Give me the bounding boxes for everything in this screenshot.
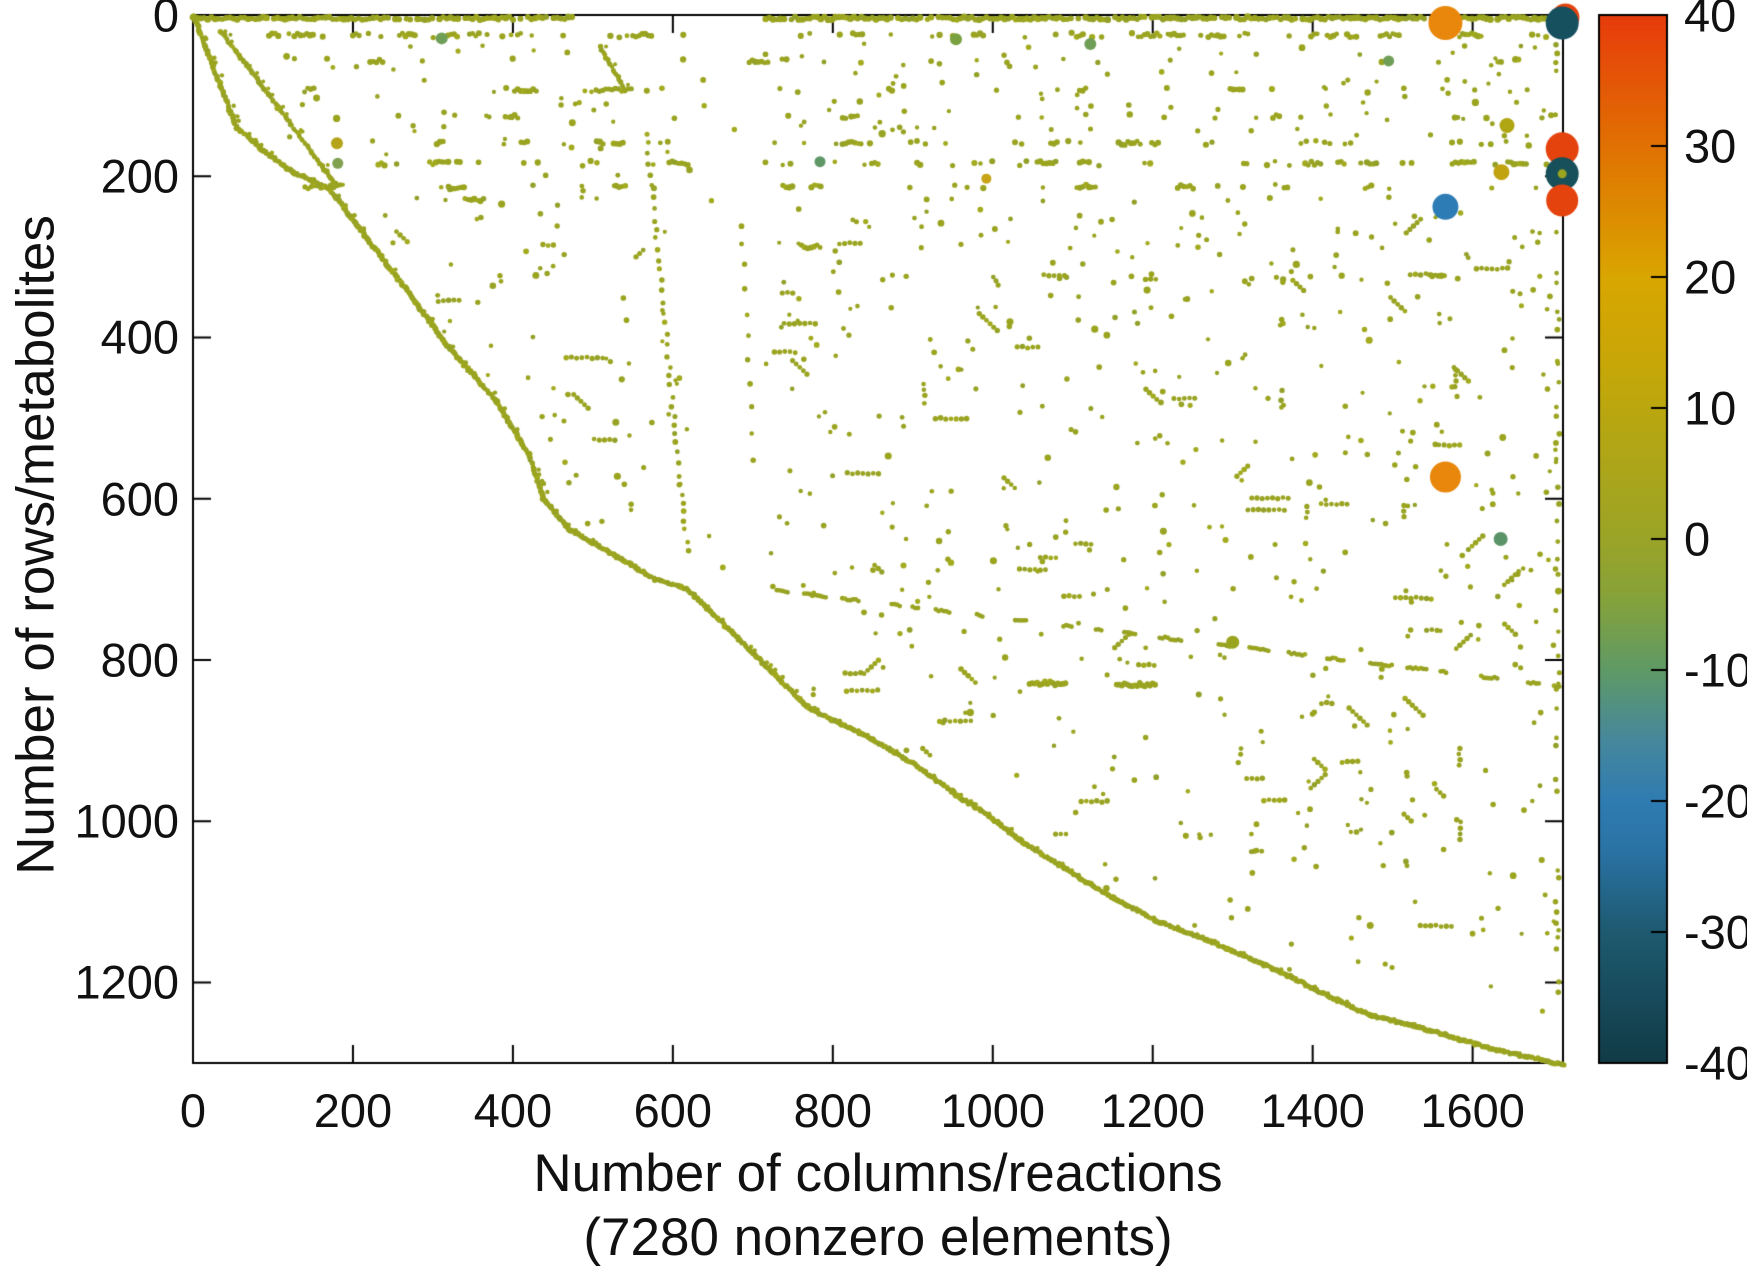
- y-axis-label: Number of rows/metabolites: [6, 215, 66, 875]
- y-tick-label: 1200: [74, 955, 179, 1009]
- y-tick-label: 400: [100, 310, 179, 364]
- x-tick-label: 400: [473, 1084, 553, 1137]
- colorbar-tick-label: -10: [1684, 643, 1747, 697]
- x-tick-label: 1600: [1420, 1084, 1525, 1137]
- colorbar-tick-label: -40: [1684, 1036, 1747, 1090]
- y-tick-label: 0: [152, 0, 179, 42]
- colorbar-tick-label: 10: [1684, 381, 1737, 435]
- x-tick-label: 1200: [1100, 1084, 1205, 1137]
- colorbar-tick-label: 0: [1684, 512, 1711, 566]
- x-axis-label: Number of columns/reactions (7280 nonzer…: [533, 1142, 1222, 1270]
- x-tick-label: 1400: [1260, 1084, 1365, 1137]
- x-axis-label-line1: Number of columns/reactions: [533, 1144, 1223, 1203]
- x-tick-label: 800: [793, 1084, 873, 1137]
- y-tick-label: 1000: [74, 794, 179, 848]
- colorbar-tick-label: -30: [1684, 905, 1747, 959]
- x-tick-label: 0: [179, 1084, 207, 1137]
- colorbar-tick-label: 20: [1684, 250, 1737, 304]
- colorbar-tick-label: -20: [1684, 774, 1747, 828]
- x-tick-label: 600: [633, 1084, 713, 1137]
- x-tick-label: 1000: [940, 1084, 1046, 1137]
- y-tick-label: 800: [100, 633, 179, 687]
- colorbar-tick-label: 30: [1684, 119, 1737, 173]
- x-tick-label: 200: [313, 1084, 393, 1137]
- x-axis-label-line2: (7280 nonzero elements): [583, 1208, 1173, 1267]
- y-tick-label: 200: [100, 149, 179, 203]
- colorbar-tick-label: 40: [1684, 0, 1737, 42]
- y-tick-label: 600: [100, 472, 179, 526]
